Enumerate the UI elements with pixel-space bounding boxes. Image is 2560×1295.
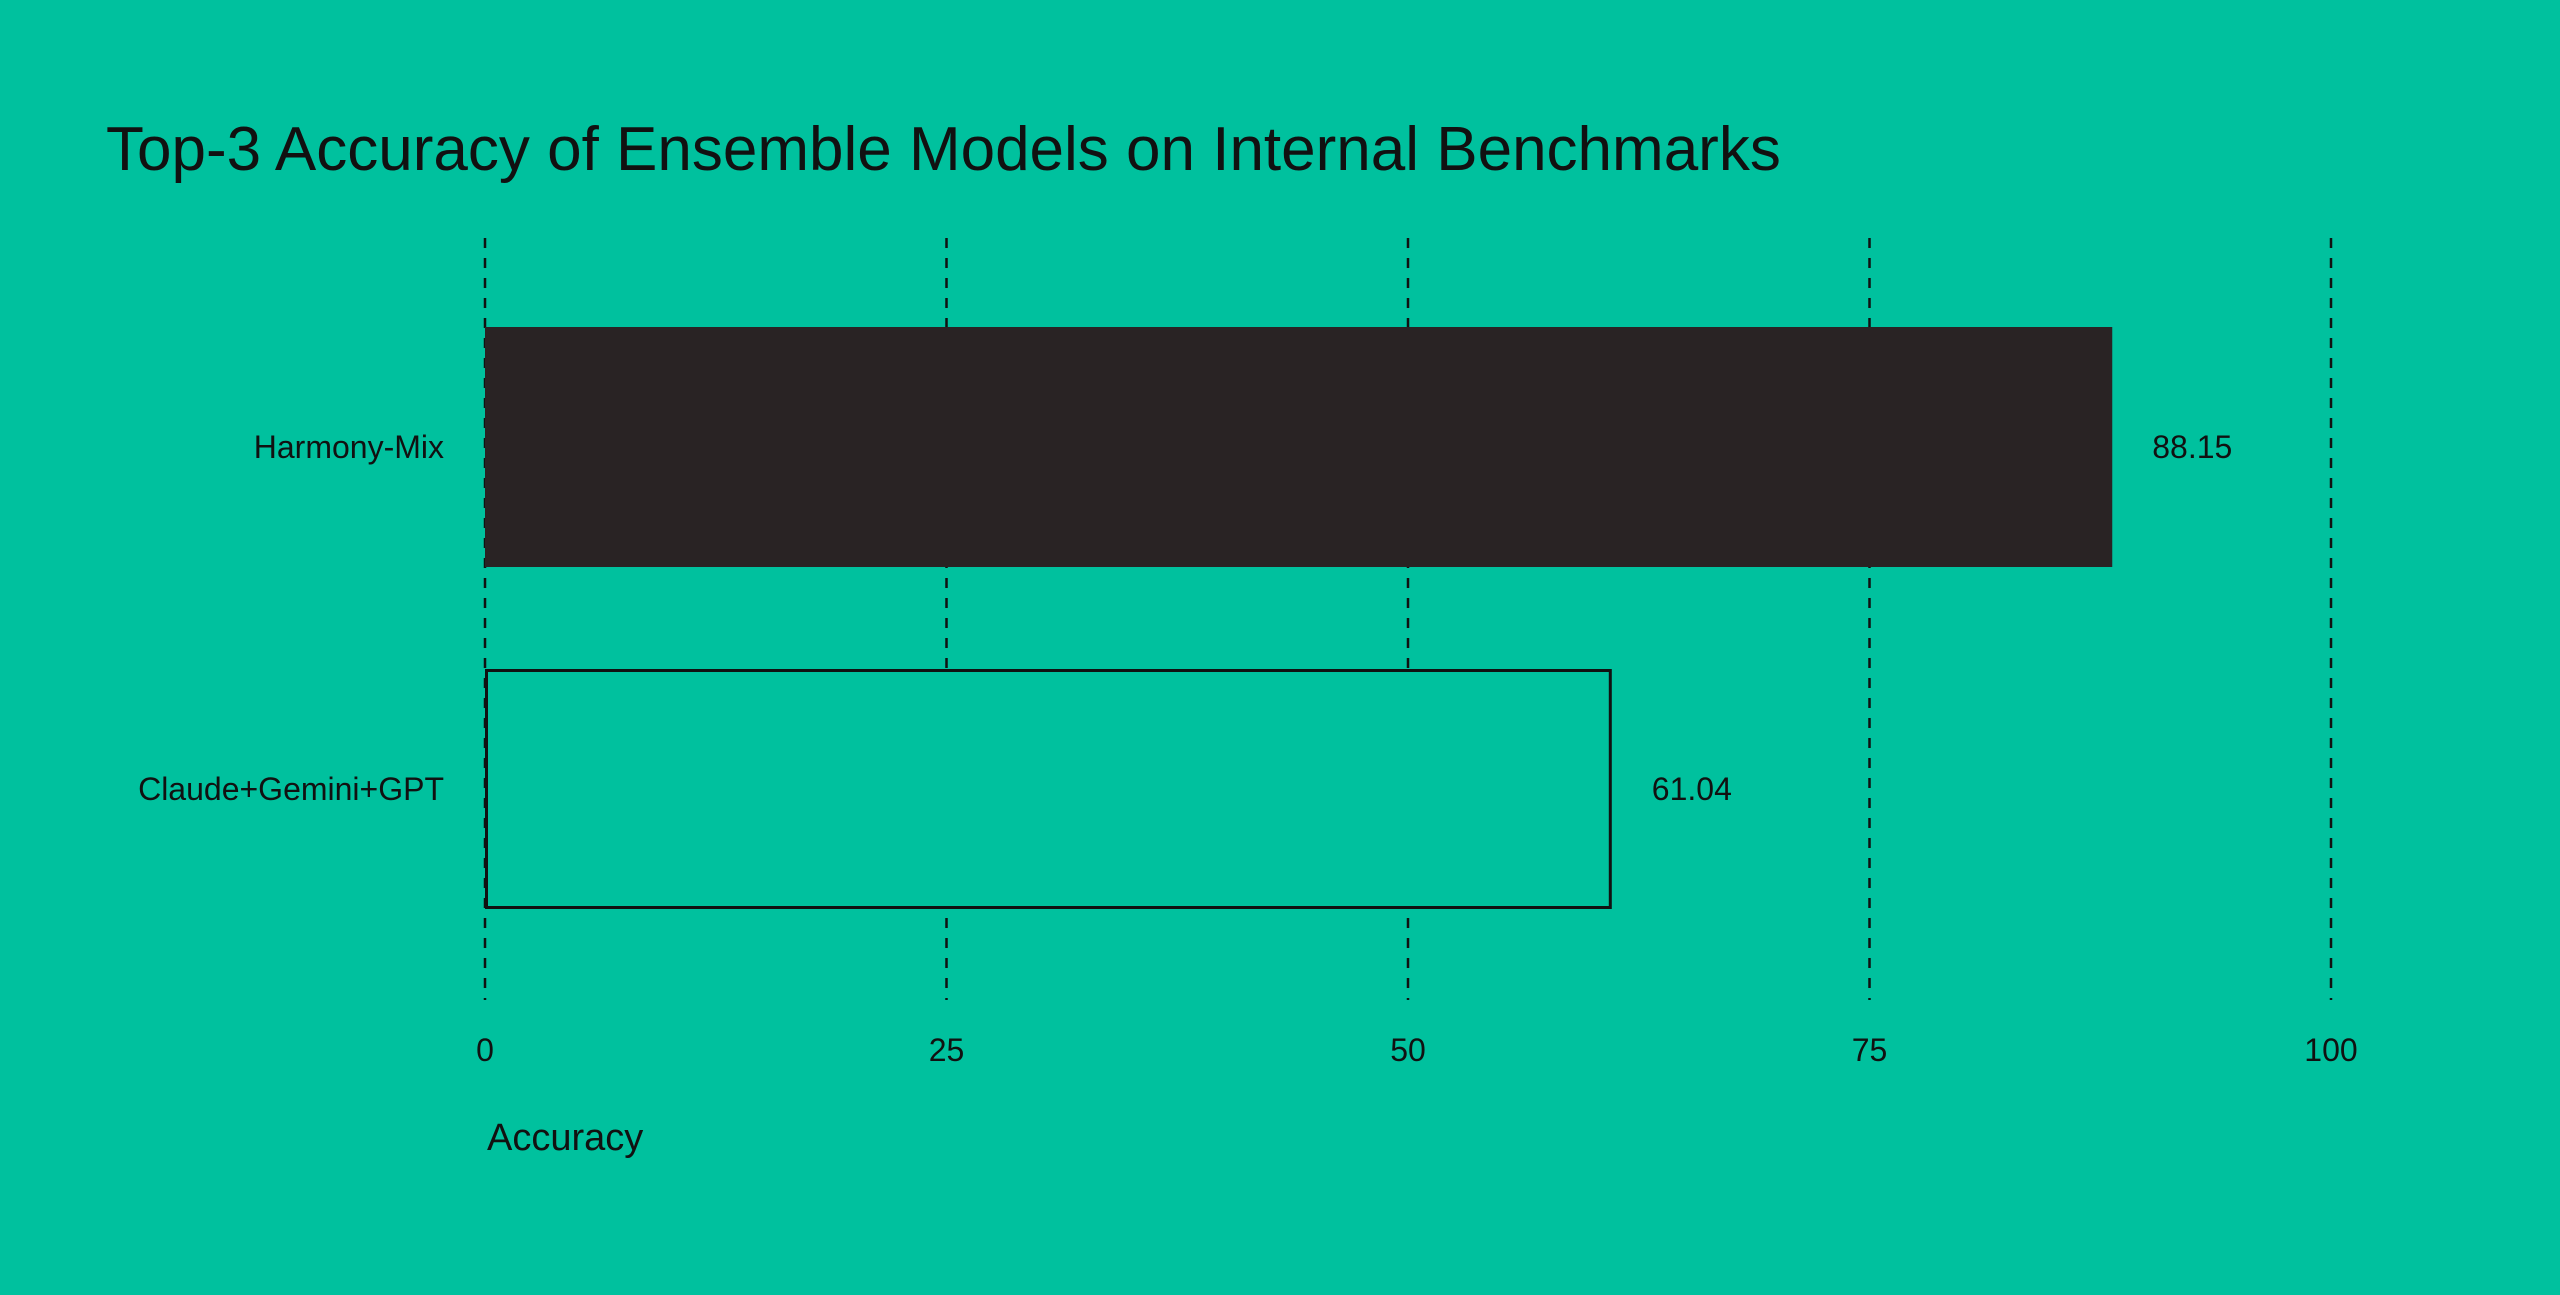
bar-claude-gemini-gpt	[485, 669, 1612, 909]
value-label: 61.04	[1652, 771, 1732, 807]
x-tick-label: 75	[1852, 1032, 1888, 1068]
bars	[485, 327, 2113, 909]
category-label: Harmony-Mix	[254, 429, 444, 465]
bar-harmony-mix	[485, 327, 2113, 567]
x-tick-label: 50	[1390, 1032, 1426, 1068]
x-axis-ticks: 0 25 50 75 100	[476, 1032, 2358, 1068]
x-axis-title: Accuracy	[487, 1117, 643, 1159]
x-tick-label: 100	[2304, 1032, 2357, 1068]
category-label: Claude+Gemini+GPT	[138, 771, 444, 807]
category-labels: Harmony-Mix Claude+Gemini+GPT	[138, 429, 444, 807]
value-label: 88.15	[2152, 429, 2232, 465]
x-tick-label: 0	[476, 1032, 494, 1068]
chart-title: Top-3 Accuracy of Ensemble Models on Int…	[106, 115, 1781, 184]
x-tick-label: 25	[929, 1032, 965, 1068]
value-labels: 88.15 61.04	[1652, 429, 2233, 807]
